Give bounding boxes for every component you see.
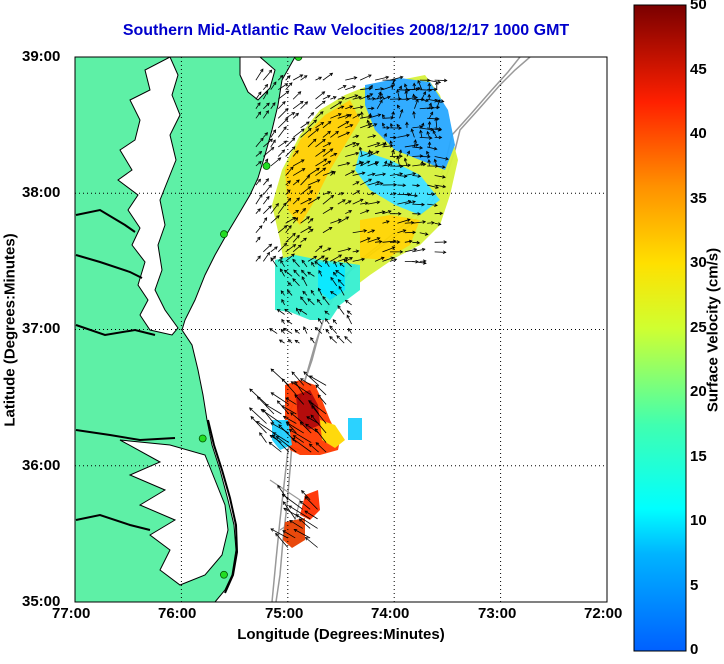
colorbar-tick-label: 30 bbox=[690, 254, 707, 271]
velocity-patch-south-cyan2 bbox=[348, 418, 362, 440]
colorbar-tick-label: 25 bbox=[690, 319, 707, 336]
colorbar-tick-label: 45 bbox=[690, 61, 707, 78]
x-tick-label: 75:00 bbox=[265, 605, 303, 622]
x-tick-label: 73:00 bbox=[478, 605, 516, 622]
y-axis-label: Latitude (Degrees:Minutes) bbox=[2, 233, 19, 426]
colorbar bbox=[634, 5, 686, 651]
colorbar-tick-label: 15 bbox=[690, 448, 707, 465]
radar-station-marker bbox=[220, 231, 227, 238]
y-tick-label: 35:00 bbox=[22, 593, 60, 610]
colorbar-tick-label: 0 bbox=[690, 641, 698, 658]
colorbar-tick-label: 35 bbox=[690, 190, 707, 207]
radar-station-marker bbox=[263, 163, 270, 170]
colorbar-tick-label: 5 bbox=[690, 577, 698, 594]
colorbar-tick-label: 50 bbox=[690, 0, 707, 13]
x-tick-label: 74:00 bbox=[371, 605, 409, 622]
velocity-arrow bbox=[412, 204, 424, 205]
y-tick-label: 37:00 bbox=[22, 320, 60, 337]
colorbar-tick-label: 20 bbox=[690, 383, 707, 400]
x-tick-label: 76:00 bbox=[158, 605, 196, 622]
y-tick-label: 38:00 bbox=[22, 184, 60, 201]
y-tick-label: 36:00 bbox=[22, 457, 60, 474]
colorbar-label: Surface Velocity (cm/s) bbox=[705, 248, 722, 412]
radar-station-marker bbox=[220, 571, 227, 578]
x-tick-label: 72:00 bbox=[584, 605, 622, 622]
velocity-arrow bbox=[435, 252, 446, 253]
colorbar-tick-label: 10 bbox=[690, 512, 707, 529]
colorbar-tick-label: 40 bbox=[690, 125, 707, 142]
figure-title: Southern Mid-Atlantic Raw Velocities 200… bbox=[60, 22, 632, 40]
y-tick-label: 39:00 bbox=[22, 48, 60, 65]
x-axis-label: Longitude (Degrees:Minutes) bbox=[75, 626, 607, 643]
radar-station-marker bbox=[199, 435, 206, 442]
